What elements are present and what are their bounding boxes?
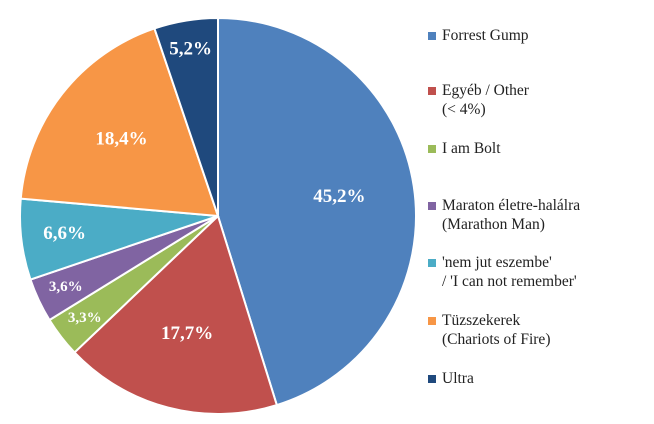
data-label: 3,3% <box>68 310 102 326</box>
legend-label: Forrest Gump <box>442 27 529 44</box>
legend-swatch <box>428 145 436 153</box>
legend-label: Maraton életre-halálra (Marathon Man) <box>442 197 581 233</box>
legend-item: Forrest Gump <box>428 26 529 45</box>
legend-item: Egyéb / Other (< 4%) <box>428 81 529 119</box>
legend-swatch <box>428 202 436 210</box>
legend-label: Ultra <box>442 370 474 387</box>
legend-item: I am Bolt <box>428 139 501 158</box>
data-label: 45,2% <box>313 186 365 207</box>
legend-item: Ultra <box>428 369 474 388</box>
legend-item: 'nem jut eszembe' / 'I can not remember' <box>428 253 577 291</box>
legend-label: I am Bolt <box>442 140 501 157</box>
legend-swatch <box>428 87 436 95</box>
data-label: 5,2% <box>169 38 212 59</box>
legend-label: Egyéb / Other (< 4%) <box>442 82 529 118</box>
data-label: 6,6% <box>43 223 86 244</box>
legend-item: Maraton életre-halálra (Marathon Man) <box>428 196 580 234</box>
data-label: 18,4% <box>95 129 147 150</box>
pie-slice <box>153 16 219 217</box>
legend-swatch <box>428 317 436 325</box>
pie-slice <box>73 214 279 415</box>
legend-swatch <box>428 259 436 267</box>
pie-slice <box>217 16 417 407</box>
legend-label: 'nem jut eszembe' / 'I can not remember' <box>442 254 577 290</box>
legend-swatch <box>428 375 436 383</box>
legend-label: Tüzszekerek (Chariots of Fire) <box>442 312 551 348</box>
pie-slice <box>19 27 220 218</box>
data-label: 3,6% <box>49 279 83 295</box>
legend-item: Tüzszekerek (Chariots of Fire) <box>428 311 550 349</box>
chart: 45,2% 17,7% 3,3% 3,6% 6,6% 18,4% 5,2% <box>19 16 417 415</box>
legend-swatch <box>428 32 436 40</box>
data-label: 17,7% <box>161 323 213 344</box>
